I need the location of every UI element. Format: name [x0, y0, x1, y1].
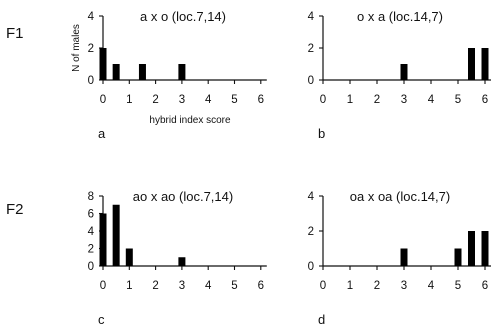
- x-tick-label-a: 0: [100, 94, 106, 106]
- y-tick-label-c: 8: [88, 191, 94, 203]
- x-tick-label-c: 3: [179, 280, 185, 292]
- x-tick-label-d: 4: [428, 280, 435, 292]
- x-tick-label-c: 1: [126, 280, 132, 292]
- bar-d: [454, 248, 462, 266]
- bar-a: [99, 48, 107, 80]
- chart-title-b: o x a (loc.14,7): [357, 9, 443, 24]
- bar-b: [481, 48, 489, 80]
- y-tick-label-c: 0: [88, 261, 94, 273]
- x-tick-label-a: 3: [179, 94, 185, 106]
- row-label-f2: F2: [6, 201, 24, 218]
- x-tick-label-b: 2: [374, 94, 380, 106]
- x-tick-label-b: 1: [347, 94, 353, 106]
- y-tick-label-c: 2: [88, 244, 94, 256]
- chart-panels: 0 2 4 0 1 2 3 4 5 6 a x o (loc.7,14) a hybrid index …: [71, 9, 491, 327]
- x-tick-label-a: 2: [152, 94, 158, 106]
- bar-b: [400, 64, 408, 80]
- bar-c: [178, 257, 186, 266]
- y-tick-label-a: 4: [88, 11, 95, 23]
- x-tick-label-c: 5: [231, 280, 237, 292]
- y-tick-label-c: 4: [88, 226, 95, 238]
- x-tick-label-d: 2: [374, 280, 380, 292]
- bar-a: [178, 64, 186, 80]
- chart-title-d: oa x oa (loc.14,7): [350, 189, 450, 204]
- y-tick-label-b: 0: [308, 75, 314, 87]
- bar-c: [125, 248, 133, 266]
- x-tick-label-b: 0: [320, 94, 326, 106]
- x-tick-label-d: 3: [401, 280, 407, 292]
- x-tick-label-c: 4: [205, 280, 212, 292]
- x-tick-label-c: 2: [152, 280, 158, 292]
- chart-title-a: a x o (loc.7,14): [140, 9, 226, 24]
- chart-panel-a: 0 2 4 0 1 2 3 4 5 6 a x o (loc.7,14) a hybrid index …: [71, 9, 267, 141]
- chart-panel-b: 0 2 4 0 1 2 3 4 5 6 o x a (loc.14,7) b: [308, 9, 491, 141]
- x-tick-label-d: 0: [320, 280, 326, 292]
- y-axis-label-a: N of males: [71, 24, 82, 72]
- x-tick-label-c: 6: [258, 280, 264, 292]
- bar-c: [99, 213, 107, 266]
- x-axis-label-a: hybrid index score: [149, 115, 231, 126]
- x-tick-label-b: 3: [401, 94, 407, 106]
- x-tick-label-d: 6: [482, 280, 488, 292]
- x-tick-label-a: 1: [126, 94, 132, 106]
- y-tick-label-d: 4: [308, 191, 315, 203]
- bar-d: [481, 231, 489, 266]
- y-tick-label-b: 4: [308, 11, 315, 23]
- y-tick-label-d: 2: [308, 226, 314, 238]
- x-tick-label-d: 1: [347, 280, 353, 292]
- y-tick-label-a: 2: [88, 43, 94, 55]
- x-tick-label-a: 5: [231, 94, 237, 106]
- bar-c: [112, 204, 120, 266]
- bar-a: [112, 64, 120, 80]
- chart-title-c: ao x ao (loc.7,14): [133, 189, 233, 204]
- chart-panel-d: 0 2 4 0 1 2 3 4 5 6 oa x oa (loc.14,7) d: [308, 189, 491, 327]
- panel-letter-a: a: [98, 126, 106, 141]
- y-tick-label-c: 6: [88, 209, 94, 221]
- x-tick-label-a: 4: [205, 94, 212, 106]
- y-tick-label-a: 0: [88, 75, 94, 87]
- panel-letter-b: b: [318, 126, 325, 141]
- bar-a: [138, 64, 146, 80]
- bar-d: [468, 231, 475, 266]
- y-tick-label-b: 2: [308, 43, 314, 55]
- x-tick-label-b: 5: [455, 94, 461, 106]
- x-tick-label-a: 6: [258, 94, 264, 106]
- bar-b: [468, 48, 475, 80]
- x-tick-label-b: 6: [482, 94, 488, 106]
- panel-letter-d: d: [318, 312, 325, 327]
- row-label-f1: F1: [6, 25, 24, 42]
- y-tick-label-d: 0: [308, 261, 314, 273]
- bar-d: [400, 248, 408, 266]
- x-tick-label-c: 0: [100, 280, 106, 292]
- x-tick-label-b: 4: [428, 94, 435, 106]
- panel-letter-c: c: [98, 312, 105, 327]
- chart-panel-c: 0 2 4 6 8 0 1 2 3 4 5 6 ao x ao (loc.7,14) c: [88, 189, 267, 327]
- x-tick-label-d: 5: [455, 280, 461, 292]
